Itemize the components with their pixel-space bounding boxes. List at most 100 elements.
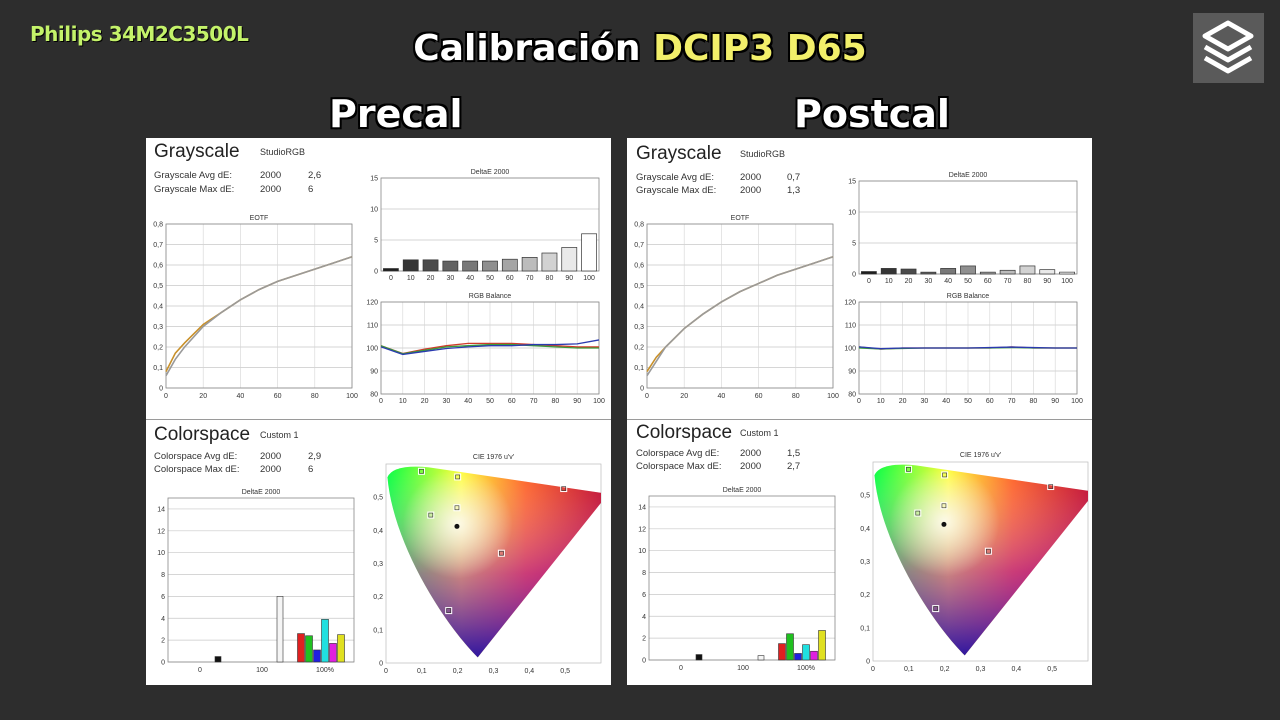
y-tick-label: 0,4 <box>153 304 163 311</box>
x-tick-label: 0 <box>164 393 168 400</box>
x-tick-label: 100 <box>1061 278 1073 285</box>
y-tick-label: 110 <box>367 323 378 330</box>
x-tick-label: 70 <box>1008 398 1016 405</box>
colorspace-max-label: Colorspace Max dE: <box>154 464 240 475</box>
y-tick-label: 0 <box>642 658 646 665</box>
device-model: Philips 34M2C3500L <box>30 22 249 46</box>
x-tick-label: 70 <box>526 275 534 282</box>
x-tick-label: 70 <box>530 398 538 405</box>
grayscale-avg-value: 0,7 <box>787 172 801 183</box>
x-tick-label: 40 <box>237 393 245 400</box>
x-tick-label: 20 <box>421 398 429 405</box>
chart-title: EOTF <box>731 215 750 222</box>
y-tick-label: 0,7 <box>634 242 644 249</box>
grayscale-heading: Grayscale <box>636 143 722 164</box>
y-tick-label: 100 <box>844 346 856 353</box>
colorspace-deltae-bar <box>818 630 826 661</box>
y-tick-label: 0,3 <box>153 324 163 331</box>
x-tick-label: 30 <box>443 398 451 405</box>
y-tick-label: 0,5 <box>153 283 163 290</box>
y-tick-label: 0 <box>161 660 165 667</box>
y-tick-label: 0,2 <box>373 594 383 601</box>
target-marker <box>940 502 948 510</box>
colorspace-deltae-bar <box>305 635 313 663</box>
white-point-marker <box>454 523 460 529</box>
colorspace-deltae-bar <box>313 649 321 663</box>
y-tick-label: 0,1 <box>153 365 163 372</box>
y-tick-label: 0,2 <box>860 592 870 599</box>
deltae-bar <box>900 268 917 275</box>
target-marker <box>932 605 940 613</box>
postcal-title: Postcal <box>794 92 950 136</box>
x-tick-label: 100 <box>346 393 358 400</box>
eotf-series-line <box>165 256 353 377</box>
deltae-bar <box>979 271 996 275</box>
grayscale-max-std: 2000 <box>260 184 282 195</box>
y-tick-label: 0,5 <box>373 495 383 502</box>
deltae-bar <box>1019 265 1036 275</box>
y-tick-label: 6 <box>642 592 646 599</box>
y-tick-label: 0,6 <box>153 263 163 270</box>
x-tick-label: 100% <box>316 667 334 674</box>
colorspace-max-value: 6 <box>308 464 314 475</box>
grayscale-deltae-chart: DeltaE 2000 0 5 10 15 0 10 20 30 40 50 60 70 80 90 100 <box>848 172 1078 285</box>
y-tick-label: 15 <box>370 176 378 183</box>
x-tick-label: 100 <box>827 393 839 400</box>
colorspace-max-std: 2000 <box>260 464 282 475</box>
y-tick-label: 0 <box>159 386 163 393</box>
plot-frame <box>165 223 353 389</box>
x-tick-label: 0 <box>679 665 683 672</box>
x-tick-label: 40 <box>466 275 474 282</box>
measured-marker <box>455 474 460 480</box>
target-marker <box>427 511 435 519</box>
y-tick-label: 0,1 <box>373 627 383 634</box>
measured-marker <box>428 512 434 518</box>
plot-frame <box>646 223 834 389</box>
page-title: Calibración DCIP3 D65 <box>0 28 1280 69</box>
rgb-balance-chart: RGB Balance 80 90 100 110 120 0 10 20 30 40 50 60 70 8… <box>366 293 605 405</box>
deltae-bar <box>501 258 518 272</box>
x-tick-label: 90 <box>565 275 573 282</box>
panel-divider <box>627 419 1092 420</box>
colorspace-deltae-bar <box>337 634 345 663</box>
grayscale-avg-std: 2000 <box>740 172 762 183</box>
grayscale-max-label: Grayscale Max dE: <box>154 184 235 195</box>
y-tick-label: 14 <box>157 506 165 513</box>
colorspace-deltae-chart: DeltaE 2000 0 2 4 6 8 10 12 14 0 100 100% <box>157 489 355 674</box>
deltae-bar <box>581 233 597 272</box>
colorspace-deltae-chart: DeltaE 2000 0 2 4 6 8 10 12 14 0 100 100% <box>638 487 836 672</box>
deltae-bar <box>442 260 459 272</box>
y-tick-label: 0,1 <box>634 365 644 372</box>
y-tick-label: 0,3 <box>634 324 644 331</box>
y-tick-label: 8 <box>161 572 165 579</box>
y-tick-label: 6 <box>161 594 165 601</box>
y-tick-label: 110 <box>845 323 856 330</box>
grayscale-max-value: 6 <box>308 184 314 195</box>
colorspace-max-value: 2,7 <box>787 461 801 472</box>
x-tick-label: 100 <box>1071 398 1083 405</box>
measured-marker <box>499 550 504 556</box>
colorspace-avg-std: 2000 <box>260 451 282 462</box>
colorspace-deltae-bar <box>297 633 305 663</box>
colorspace-max-std: 2000 <box>740 461 762 472</box>
x-tick-label: 100 <box>583 275 595 282</box>
x-tick-label: 40 <box>944 278 952 285</box>
colorspace-deltae-bar <box>757 655 765 661</box>
x-tick-label: 80 <box>1030 398 1038 405</box>
y-tick-label: 0,4 <box>373 528 383 535</box>
colorspace-heading: Colorspace <box>636 422 733 443</box>
y-tick-label: 15 <box>848 179 856 186</box>
y-tick-label: 10 <box>848 210 856 217</box>
x-tick-label: 0,4 <box>524 668 534 675</box>
chart-title: RGB Balance <box>469 293 512 300</box>
x-tick-label: 80 <box>552 398 560 405</box>
rgb-series-line <box>380 339 600 356</box>
x-tick-label: 0 <box>857 398 861 405</box>
grayscale-max-label: Grayscale Max dE: <box>636 185 717 196</box>
chart-title: DeltaE 2000 <box>471 169 510 176</box>
x-tick-label: 0 <box>645 393 649 400</box>
x-tick-label: 0 <box>389 275 393 282</box>
measured-marker <box>906 466 911 472</box>
x-tick-label: 50 <box>486 275 494 282</box>
x-tick-label: 100% <box>797 665 815 672</box>
